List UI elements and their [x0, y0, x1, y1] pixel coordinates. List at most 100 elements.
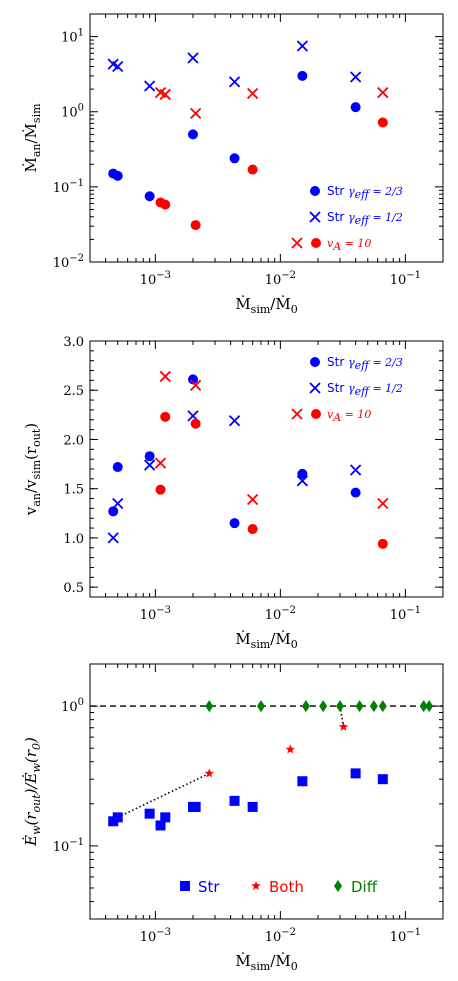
- data-point-circle: [377, 538, 388, 549]
- data-point-circle: [112, 462, 123, 473]
- y-tick-label: 10−1: [53, 837, 84, 855]
- data-point-cross: [144, 459, 156, 471]
- data-point-square: [297, 776, 308, 787]
- data-point-diamond: [319, 700, 328, 713]
- data-point-diamond: [419, 700, 428, 713]
- plot-frame: [89, 663, 444, 920]
- data-point-square: [190, 801, 201, 812]
- data-point-cross: [246, 87, 259, 100]
- legend-label: Both: [269, 878, 304, 896]
- data-point-square: [112, 812, 123, 823]
- y-tick-label: 101: [61, 28, 84, 46]
- data-point-cross: [377, 86, 389, 99]
- y-tick-label: 0.5: [63, 581, 84, 596]
- data-point-circle: [160, 199, 171, 210]
- legend-diamond-marker: [334, 880, 342, 892]
- data-point-cross: [112, 60, 124, 73]
- data-point-cross: [296, 475, 309, 487]
- legend-label: vA = 10: [327, 237, 371, 253]
- x-axis-label: Ṁsim/Ṁ0: [235, 952, 297, 973]
- plot-frame: [89, 340, 444, 598]
- data-point-circle: [108, 506, 119, 517]
- data-point-cross: [296, 40, 309, 52]
- data-point-cross: [377, 497, 389, 510]
- panel-energy-ratio: 10−3 10−2 10−1 10−1 100 Str Both Diff Ṁsim/Ṁ0 Ėw(…: [22, 663, 444, 973]
- data-point-cross: [187, 52, 199, 64]
- data-point-cross: [228, 76, 241, 88]
- data-point-circle: [155, 484, 166, 495]
- x-tick-label: 10−2: [265, 605, 296, 623]
- data-point-square: [144, 808, 155, 819]
- data-point-square: [160, 812, 171, 823]
- y-axis-label: Ṁan/Ṁsim: [22, 103, 43, 173]
- legend-circle-marker: [311, 409, 321, 419]
- x-tick-label: 10−2: [265, 270, 296, 288]
- data-point-diamond: [369, 700, 378, 713]
- legend-circle-marker: [310, 186, 320, 196]
- legend-label: Str γeff = 1/2: [327, 381, 403, 398]
- data-point-diamond: [355, 700, 364, 713]
- legend-label: Str: [198, 878, 220, 896]
- data-point-square: [229, 795, 240, 806]
- data-point-circle: [187, 129, 198, 140]
- legend-x-marker: [309, 211, 321, 223]
- data-point-diamond: [425, 700, 434, 713]
- data-point-cross: [228, 415, 241, 427]
- panel-mdot-ratio: 10−3 10−2 10−1 10−2 10−1 100 101 Str γeff = 2/3…: [22, 13, 444, 316]
- x-tick-label: 10−1: [390, 605, 421, 623]
- x-tick-label: 10−3: [140, 270, 171, 288]
- data-point-circle: [247, 524, 258, 535]
- data-point-cross: [159, 88, 171, 101]
- dotted-connector: [117, 772, 210, 819]
- data-point-circle: [190, 418, 201, 429]
- legend-x-marker: [291, 408, 303, 420]
- data-point-cross: [190, 107, 202, 120]
- data-point-cross: [144, 80, 156, 92]
- y-tick-label: 10−2: [53, 253, 84, 271]
- legend-label: vA = 10: [327, 408, 371, 424]
- legend-circle-marker: [311, 238, 321, 248]
- data-point-cross: [159, 370, 171, 383]
- data-point-circle: [350, 102, 361, 113]
- data-point-cross: [112, 497, 124, 510]
- data-point-circle: [377, 117, 388, 128]
- x-tick-label: 10−1: [390, 270, 421, 288]
- y-tick-label: 10−1: [53, 178, 84, 196]
- data-point-circle: [160, 411, 171, 422]
- legend-x-marker: [291, 237, 303, 249]
- y-tick-label: 2.0: [63, 433, 84, 448]
- data-point-star: [204, 768, 215, 778]
- data-point-diamond: [301, 700, 310, 713]
- x-tick-label: 10−3: [140, 927, 171, 945]
- legend-label: Str γeff = 2/3: [327, 355, 403, 372]
- data-point-cross: [107, 532, 119, 544]
- legend-label: Diff: [351, 878, 378, 896]
- y-tick-label: 100: [61, 697, 84, 715]
- data-point-cross: [349, 71, 362, 83]
- y-tick-label: 1.0: [63, 532, 84, 547]
- data-point-circle: [229, 518, 240, 529]
- data-point-circle: [229, 153, 240, 164]
- data-point-circle: [350, 487, 361, 498]
- legend-circle-marker: [310, 357, 320, 367]
- data-point-diamond: [257, 700, 266, 713]
- data-point-diamond: [336, 700, 345, 713]
- data-point-circle: [144, 451, 155, 462]
- data-point-square: [350, 768, 361, 779]
- legend-star-marker: [251, 881, 261, 891]
- data-point-cross: [154, 457, 167, 469]
- y-tick-label: 3.0: [63, 335, 84, 350]
- x-axis-label: Ṁsim/Ṁ0: [235, 295, 297, 316]
- legend-x-marker: [309, 382, 321, 394]
- legend-label: Str γeff = 2/3: [327, 184, 403, 201]
- data-point-square: [155, 820, 166, 831]
- y-axis-label: Ėw(rout)/Ėw(r0): [22, 737, 43, 847]
- data-point-circle: [112, 170, 123, 181]
- panel-velocity-ratio: 10−3 10−2 10−1 0.5 1.0 1.5 2.0 2.5 3.0 Str γeff =…: [22, 335, 444, 651]
- data-point-circle: [297, 70, 308, 81]
- data-point-circle: [187, 374, 198, 385]
- data-point-star: [338, 721, 349, 731]
- legend-square-marker: [180, 881, 190, 891]
- y-axis-label: van/vsim(rout): [22, 423, 43, 516]
